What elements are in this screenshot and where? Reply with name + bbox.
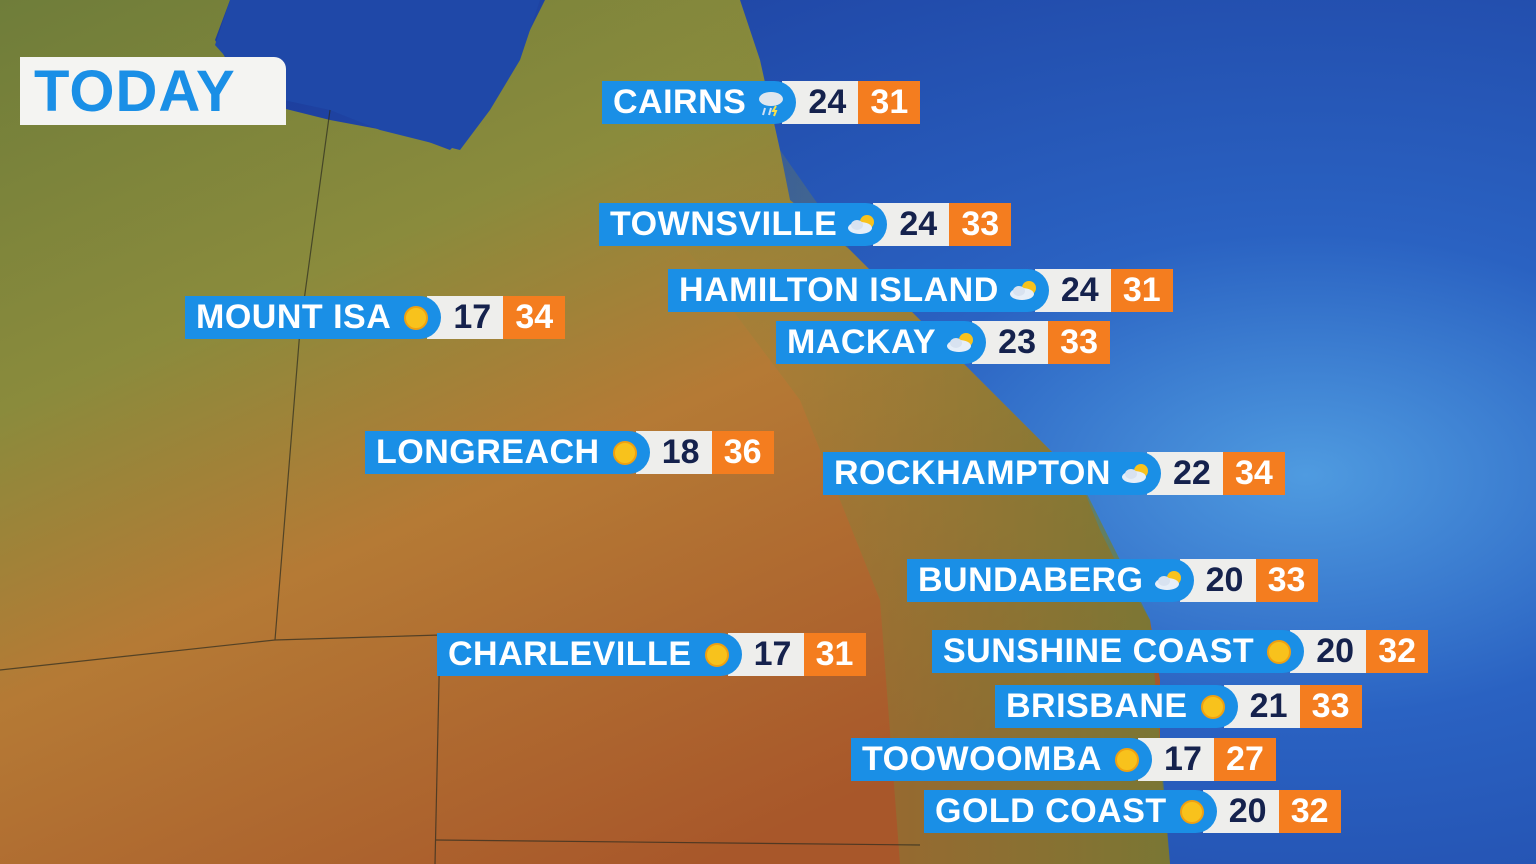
max-temp: 27 — [1213, 738, 1276, 781]
city-name: HAMILTON ISLAND — [679, 271, 999, 309]
city-name: ROCKHAMPTON — [834, 454, 1111, 492]
city-label-mount-isa: MOUNT ISA 17 34 — [185, 296, 566, 339]
partly-cloudy-icon — [847, 210, 877, 240]
city-name: LONGREACH — [376, 433, 600, 471]
partly-cloudy-icon — [946, 328, 976, 358]
city-name: MACKAY — [787, 323, 937, 361]
today-banner: TODAY — [20, 57, 286, 125]
storm-cloud-rain-icon — [756, 88, 786, 118]
city-name-box: CAIRNS — [602, 81, 797, 124]
max-temp: 32 — [1366, 630, 1429, 673]
city-name: SUNSHINE COAST — [943, 632, 1255, 670]
city-name-box: SUNSHINE COAST — [932, 630, 1305, 673]
sun-icon — [1264, 637, 1294, 667]
sun-icon — [702, 640, 732, 670]
max-temp: 33 — [949, 203, 1012, 246]
max-temp: 34 — [503, 296, 566, 339]
city-name: GOLD COAST — [935, 792, 1167, 830]
city-name: BRISBANE — [1006, 687, 1188, 725]
city-name-box: MACKAY — [776, 321, 987, 364]
city-label-gold-coast: GOLD COAST 20 32 — [924, 790, 1341, 833]
city-label-bundaberg: BUNDABERG 20 33 — [907, 559, 1318, 602]
city-name-box: ROCKHAMPTON — [823, 452, 1161, 495]
city-label-mackay: MACKAY 23 33 — [776, 321, 1111, 364]
city-name: TOWNSVILLE — [610, 205, 838, 243]
city-label-brisbane: BRISBANE 21 33 — [995, 685, 1362, 728]
min-temp: 20 — [1202, 790, 1279, 833]
max-temp: 33 — [1255, 559, 1318, 602]
min-temp: 17 — [727, 633, 804, 676]
partly-cloudy-icon — [1154, 566, 1184, 596]
max-temp: 33 — [1048, 321, 1111, 364]
partly-cloudy-icon — [1121, 459, 1151, 489]
sun-icon — [610, 438, 640, 468]
city-name-box: GOLD COAST — [924, 790, 1217, 833]
max-temp: 31 — [858, 81, 921, 124]
sun-icon — [1177, 797, 1207, 827]
city-name: MOUNT ISA — [196, 298, 392, 336]
city-name-box: TOWNSVILLE — [599, 203, 888, 246]
today-title: TODAY — [34, 58, 236, 124]
max-temp: 34 — [1222, 452, 1285, 495]
max-temp: 31 — [803, 633, 866, 676]
city-name: CAIRNS — [613, 83, 747, 121]
city-name: TOOWOOMBA — [862, 740, 1102, 778]
city-name-box: MOUNT ISA — [185, 296, 442, 339]
city-label-townsville: TOWNSVILLE 24 33 — [599, 203, 1012, 246]
max-temp: 33 — [1299, 685, 1362, 728]
city-label-charleville: CHARLEVILLE 17 31 — [437, 633, 866, 676]
max-temp: 32 — [1278, 790, 1341, 833]
city-name-box: CHARLEVILLE — [437, 633, 742, 676]
city-label-sunshine-coast: SUNSHINE COAST 20 32 — [932, 630, 1429, 673]
min-temp: 17 — [1137, 738, 1214, 781]
city-label-toowoomba: TOOWOOMBA 17 27 — [851, 738, 1276, 781]
sun-icon — [1112, 745, 1142, 775]
city-label-hamilton-island: HAMILTON ISLAND 24 31 — [668, 269, 1173, 312]
sun-icon — [1198, 692, 1228, 722]
max-temp: 31 — [1110, 269, 1173, 312]
city-name-box: BRISBANE — [995, 685, 1238, 728]
city-name: BUNDABERG — [918, 561, 1144, 599]
min-temp: 21 — [1223, 685, 1300, 728]
partly-cloudy-icon — [1009, 276, 1039, 306]
city-label-rockhampton: ROCKHAMPTON 22 34 — [823, 452, 1285, 495]
sun-icon — [401, 303, 431, 333]
min-temp: 24 — [1034, 269, 1111, 312]
city-name-box: BUNDABERG — [907, 559, 1194, 602]
city-name: CHARLEVILLE — [448, 635, 692, 673]
city-label-longreach: LONGREACH 18 36 — [365, 431, 774, 474]
gulf-of-carpentaria — [215, 0, 540, 150]
max-temp: 36 — [711, 431, 774, 474]
city-name-box: TOOWOOMBA — [851, 738, 1152, 781]
city-name-box: LONGREACH — [365, 431, 650, 474]
city-label-cairns: CAIRNS 24 31 — [602, 81, 921, 124]
city-name-box: HAMILTON ISLAND — [668, 269, 1049, 312]
